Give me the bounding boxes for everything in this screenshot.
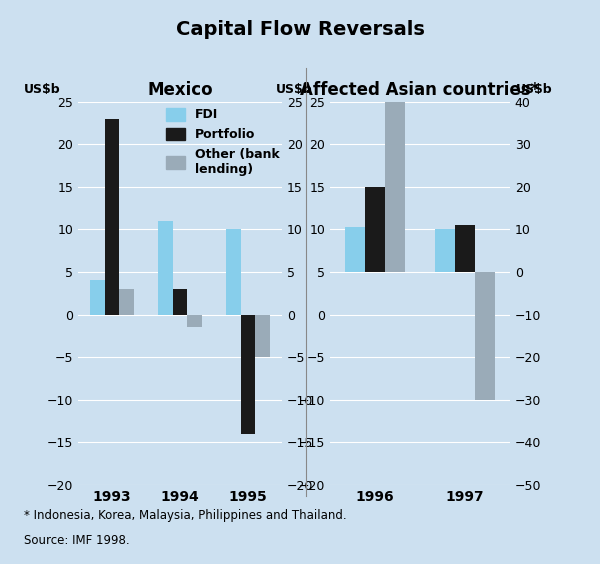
- Bar: [385, 102, 404, 272]
- Bar: [365, 187, 385, 272]
- Bar: [104, 118, 119, 315]
- Text: * Indonesia, Korea, Malaysia, Philippines and Thailand.: * Indonesia, Korea, Malaysia, Philippine…: [24, 509, 347, 522]
- Bar: [455, 225, 475, 272]
- Bar: [119, 289, 134, 315]
- Legend: FDI, Portfolio, Other (bank
lending): FDI, Portfolio, Other (bank lending): [166, 108, 280, 175]
- Text: US$b: US$b: [24, 83, 61, 96]
- Title: Affected Asian countries*: Affected Asian countries*: [301, 81, 539, 99]
- Text: Source: IMF 1998.: Source: IMF 1998.: [24, 534, 130, 547]
- Bar: [256, 315, 271, 357]
- Bar: [173, 289, 187, 315]
- Bar: [475, 272, 495, 400]
- Text: Capital Flow Reversals: Capital Flow Reversals: [176, 20, 424, 39]
- Bar: [158, 221, 173, 315]
- Bar: [436, 230, 455, 272]
- Text: US$b: US$b: [516, 83, 553, 96]
- Bar: [346, 227, 365, 272]
- Bar: [226, 230, 241, 315]
- Title: Mexico: Mexico: [147, 81, 213, 99]
- Bar: [241, 315, 256, 434]
- Bar: [89, 280, 104, 315]
- Text: US$b: US$b: [276, 83, 313, 96]
- Bar: [187, 315, 202, 327]
